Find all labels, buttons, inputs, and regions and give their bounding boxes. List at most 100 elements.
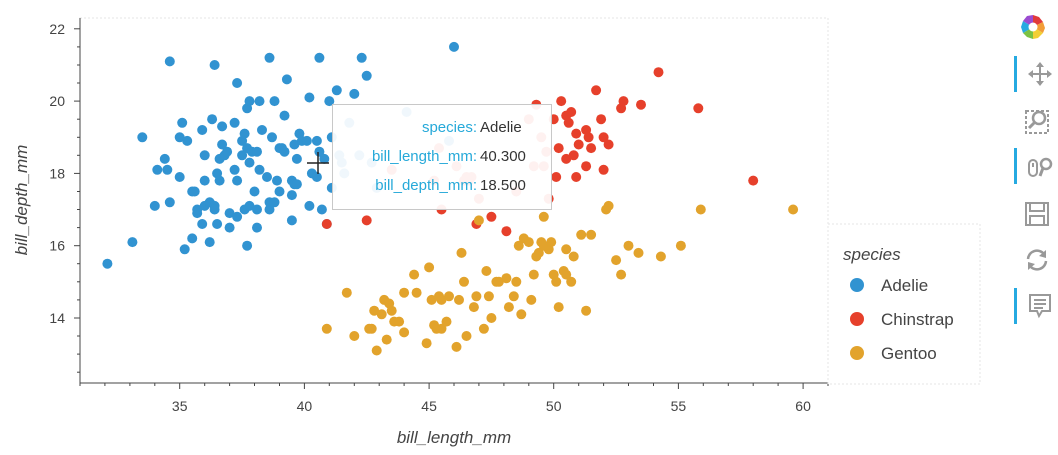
point-chinstrap[interactable] [693, 103, 704, 114]
point-gentoo[interactable] [533, 247, 544, 258]
point-gentoo[interactable] [508, 291, 519, 302]
point-adelie[interactable] [289, 139, 300, 150]
point-gentoo[interactable] [675, 240, 686, 251]
point-gentoo[interactable] [381, 334, 392, 345]
point-gentoo[interactable] [561, 269, 572, 280]
point-chinstrap[interactable] [561, 153, 572, 164]
point-adelie[interactable] [189, 186, 200, 197]
point-gentoo[interactable] [586, 229, 597, 240]
point-adelie[interactable] [272, 175, 282, 186]
point-gentoo[interactable] [603, 200, 614, 211]
point-adelie[interactable] [269, 96, 280, 107]
point-adelie[interactable] [252, 204, 262, 215]
point-adelie[interactable] [349, 88, 360, 99]
point-gentoo[interactable] [366, 323, 377, 334]
point-adelie[interactable] [244, 157, 255, 168]
point-gentoo[interactable] [341, 287, 352, 298]
point-chinstrap[interactable] [653, 67, 664, 78]
point-adelie[interactable] [356, 52, 367, 63]
point-adelie[interactable] [199, 175, 210, 186]
point-adelie[interactable] [274, 186, 285, 197]
point-adelie[interactable] [164, 197, 175, 208]
point-adelie[interactable] [269, 197, 280, 208]
point-gentoo[interactable] [553, 302, 564, 313]
point-adelie[interactable] [232, 211, 243, 222]
point-gentoo[interactable] [468, 302, 479, 313]
point-chinstrap[interactable] [556, 96, 567, 107]
point-adelie[interactable] [209, 60, 220, 70]
point-adelie[interactable] [179, 244, 190, 255]
point-adelie[interactable] [324, 96, 335, 107]
point-chinstrap[interactable] [598, 132, 609, 143]
point-chinstrap[interactable] [553, 143, 564, 154]
point-gentoo[interactable] [566, 276, 577, 287]
point-adelie[interactable] [319, 153, 330, 164]
point-gentoo[interactable] [616, 269, 627, 280]
point-gentoo[interactable] [399, 327, 410, 338]
point-adelie[interactable] [187, 233, 198, 244]
point-adelie[interactable] [316, 204, 327, 215]
point-gentoo[interactable] [444, 291, 454, 302]
point-adelie[interactable] [102, 258, 113, 269]
point-adelie[interactable] [214, 175, 225, 186]
point-adelie[interactable] [197, 219, 208, 229]
point-chinstrap[interactable] [566, 107, 577, 117]
point-gentoo[interactable] [486, 313, 497, 323]
wheel-zoom-tool-button[interactable] [1014, 148, 1057, 184]
point-adelie[interactable] [207, 114, 218, 125]
point-adelie[interactable] [232, 175, 243, 186]
point-chinstrap[interactable] [586, 143, 597, 154]
point-adelie[interactable] [177, 117, 188, 128]
point-gentoo[interactable] [471, 291, 482, 302]
point-gentoo[interactable] [511, 276, 522, 287]
hover-tool-button[interactable] [1014, 288, 1057, 324]
point-gentoo[interactable] [481, 266, 492, 276]
point-adelie[interactable] [229, 164, 240, 175]
point-adelie[interactable] [264, 204, 275, 215]
point-adelie[interactable] [361, 70, 372, 81]
point-gentoo[interactable] [454, 294, 464, 305]
point-gentoo[interactable] [568, 251, 579, 262]
point-adelie[interactable] [239, 128, 250, 139]
point-gentoo[interactable] [426, 294, 437, 305]
point-adelie[interactable] [286, 190, 297, 201]
point-adelie[interactable] [291, 179, 302, 190]
point-gentoo[interactable] [411, 287, 422, 298]
point-adelie[interactable] [301, 135, 312, 146]
point-adelie[interactable] [252, 222, 262, 233]
point-gentoo[interactable] [483, 291, 494, 302]
point-gentoo[interactable] [473, 215, 484, 226]
point-adelie[interactable] [264, 52, 275, 63]
point-chinstrap[interactable] [321, 219, 332, 229]
point-chinstrap[interactable] [583, 132, 594, 143]
point-gentoo[interactable] [409, 269, 420, 280]
point-gentoo[interactable] [478, 323, 489, 334]
point-chinstrap[interactable] [596, 114, 607, 125]
point-gentoo[interactable] [441, 316, 452, 327]
box-zoom-tool-button[interactable] [1014, 102, 1054, 138]
point-adelie[interactable] [212, 219, 223, 229]
point-adelie[interactable] [149, 200, 160, 211]
point-adelie[interactable] [291, 153, 302, 164]
point-adelie[interactable] [127, 237, 138, 248]
point-adelie[interactable] [224, 222, 235, 233]
point-gentoo[interactable] [633, 247, 644, 258]
point-gentoo[interactable] [501, 273, 512, 284]
point-adelie[interactable] [224, 208, 235, 219]
point-gentoo[interactable] [376, 309, 387, 320]
point-adelie[interactable] [174, 132, 185, 143]
point-gentoo[interactable] [493, 276, 504, 287]
point-gentoo[interactable] [546, 237, 557, 248]
point-adelie[interactable] [199, 150, 210, 161]
point-adelie[interactable] [314, 52, 325, 63]
point-adelie[interactable] [232, 78, 243, 88]
point-adelie[interactable] [254, 96, 265, 107]
point-gentoo[interactable] [424, 262, 435, 273]
point-adelie[interactable] [159, 153, 170, 164]
save-tool-button[interactable] [1014, 196, 1054, 232]
point-chinstrap[interactable] [618, 96, 629, 107]
point-gentoo[interactable] [611, 255, 622, 266]
point-chinstrap[interactable] [581, 161, 592, 172]
point-adelie[interactable] [182, 135, 193, 146]
